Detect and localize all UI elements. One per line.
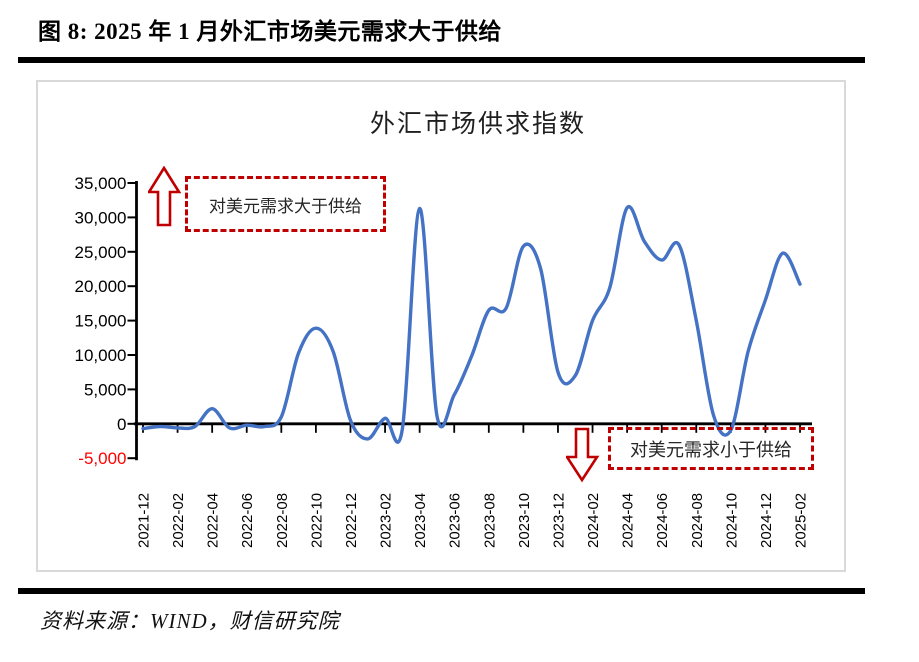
x-tick-label: 2022-10: [308, 493, 325, 548]
page-title: 图 8: 2025 年 1 月外汇市场美元需求大于供给: [38, 19, 502, 44]
x-tick-label: 2024-10: [723, 493, 740, 548]
y-tick-label: 35,000: [75, 174, 127, 193]
x-tick-label: 2024-12: [758, 493, 775, 548]
title-divider: [18, 57, 865, 63]
y-tick-label: 20,000: [75, 277, 127, 296]
y-tick-label: -5,000: [78, 449, 126, 468]
x-tick-label: 2021-12: [136, 493, 153, 548]
series-line: [141, 204, 802, 444]
x-axis: 2021-12 2022-02 2022-04 2022-06 2022-08 2022-…: [134, 422, 812, 548]
down-arrow-icon: [566, 427, 600, 483]
y-tick-label: 30,000: [75, 208, 127, 227]
y-tick-label: 15,000: [75, 312, 127, 331]
x-tick-label: 2024-06: [654, 493, 671, 548]
y-tick-label: 0: [117, 415, 126, 434]
y-tick-label: 25,000: [75, 243, 127, 262]
x-tick-label: 2022-02: [170, 493, 187, 548]
x-tick-label: 2022-06: [239, 493, 256, 548]
annotation-demand-greater-label: 对美元需求大于供给: [209, 196, 362, 216]
x-tick-label: 2025-02: [793, 493, 810, 548]
x-tick-label: 2023-08: [481, 493, 498, 548]
y-tick-label: 5,000: [84, 380, 127, 399]
chart-title: 外汇市场供求指数: [369, 110, 586, 138]
x-tick-label: 2024-08: [689, 493, 706, 548]
footer-divider: [18, 588, 865, 594]
x-tick-label: 2023-06: [447, 493, 464, 548]
y-axis: 35,000 30,000 25,000 20,000 15,000 10,000 5,00…: [75, 174, 138, 468]
x-tick-label: 2022-08: [274, 493, 291, 548]
annotation-demand-less: 对美元需求小于供给: [608, 427, 814, 470]
x-tick-label: 2023-04: [412, 493, 429, 548]
y-tick-label: 10,000: [75, 346, 127, 365]
x-tick-label: 2024-02: [585, 493, 602, 548]
source-note: 资料来源：WIND，财信研究院: [40, 609, 340, 633]
up-arrow-icon: [148, 166, 182, 227]
x-tick-label: 2023-10: [516, 493, 533, 548]
x-tick-label: 2023-02: [378, 493, 395, 548]
x-tick-label: 2022-12: [343, 493, 360, 548]
x-tick-label: 2023-12: [550, 493, 567, 548]
x-tick-label: 2024-04: [620, 493, 637, 548]
annotation-demand-greater: 对美元需求大于供给: [185, 176, 386, 232]
annotation-demand-less-label: 对美元需求小于供给: [630, 439, 792, 460]
chart-container: [36, 80, 846, 572]
x-tick-label: 2022-04: [205, 493, 222, 548]
